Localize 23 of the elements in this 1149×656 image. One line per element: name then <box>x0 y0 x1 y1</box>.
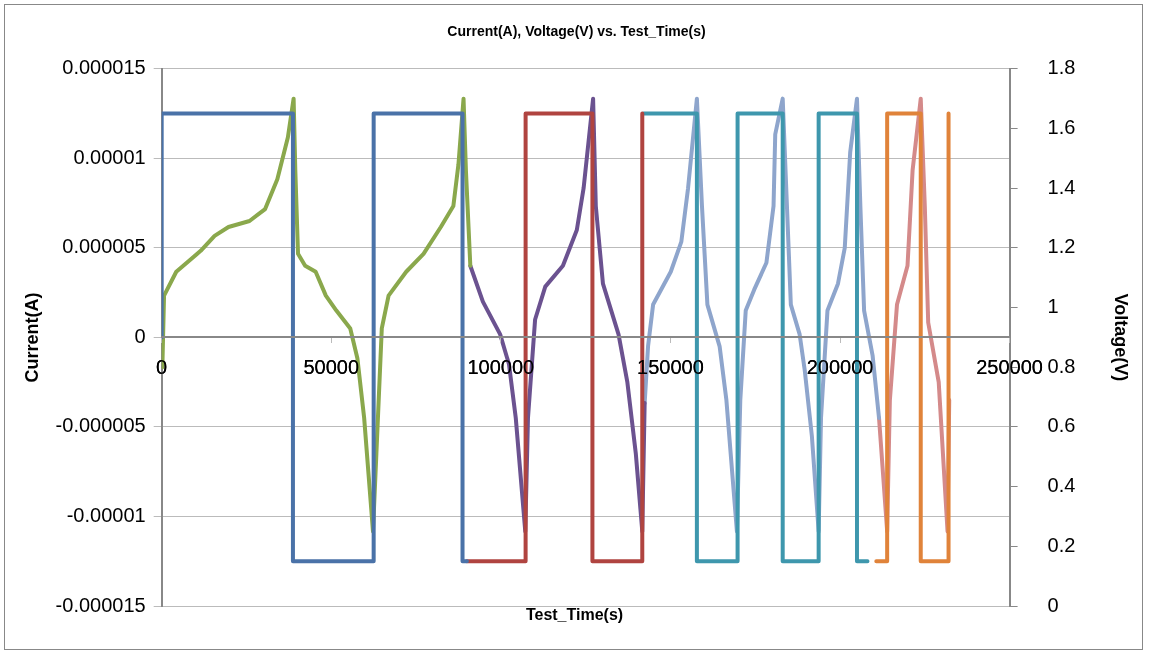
y-tick-label: 0.000015 <box>62 56 146 79</box>
y2-tick-label: 1 <box>1047 295 1059 318</box>
y2-tick-label: 0.6 <box>1047 414 1076 437</box>
y-axis-title: Current(A) <box>21 292 42 383</box>
y2-tick-label: 1.4 <box>1047 175 1076 198</box>
y-tick-label: 0 <box>134 324 146 347</box>
chart-title: Current(A), Voltage(V) vs. Test_Time(s) <box>447 23 706 40</box>
y2-tick-label: 1.8 <box>1047 56 1076 79</box>
y-tick-label: 0.00001 <box>73 145 146 168</box>
y2-tick-label: 1.2 <box>1047 235 1076 258</box>
y-tick-label: -0.000005 <box>55 414 146 437</box>
y2-tick-label: 1.6 <box>1047 116 1076 138</box>
y2-axis-title: Voltage(V) <box>1111 293 1132 382</box>
y-tick-label: -0.000015 <box>55 593 146 616</box>
y2-tick-label: 0.4 <box>1047 474 1076 497</box>
y2-tick-label: 0.8 <box>1047 354 1076 377</box>
x-tick-label: 250000 <box>976 355 1043 378</box>
y2-tick-label: 0 <box>1047 593 1059 616</box>
y2-tick-label: 0.2 <box>1047 533 1076 556</box>
y-tick-label: 0.000005 <box>62 235 146 258</box>
y-tick-label: -0.00001 <box>66 503 146 526</box>
x-tick-label: 0 <box>156 355 168 378</box>
x-axis-title: Test_Time(s) <box>525 606 624 623</box>
